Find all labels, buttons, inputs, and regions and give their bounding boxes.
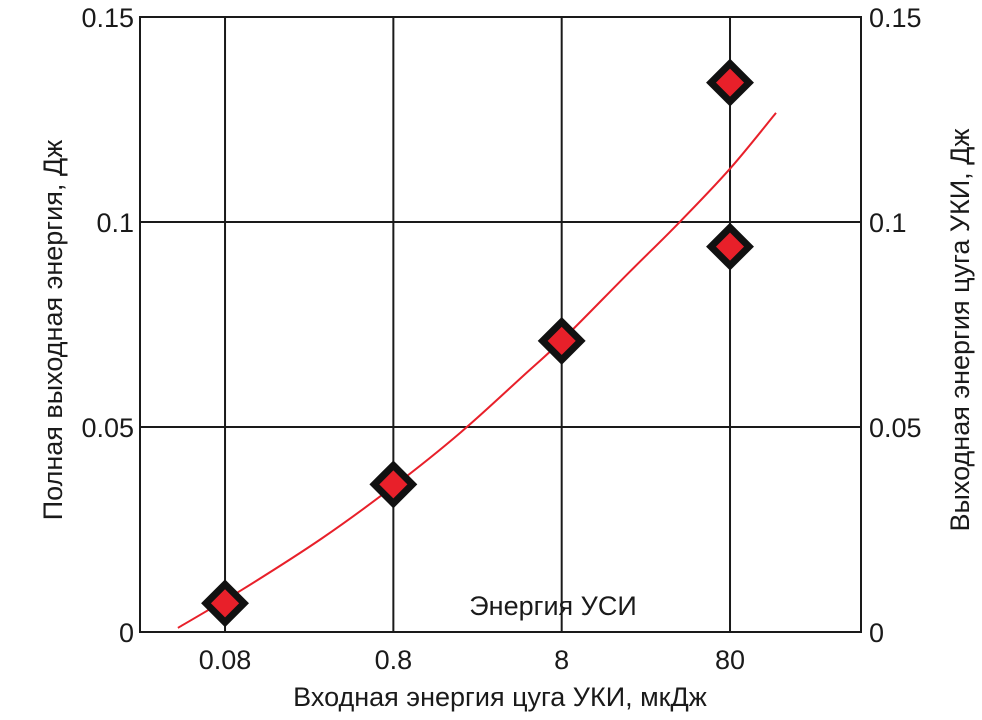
tick-layer: 0.08 0.8 8 80 0 0 0.05 0.05 0.1 0.1 0.15 0.15 <box>81 3 921 675</box>
x-tick-label: 0.08 <box>199 645 252 675</box>
y-axis-title-left: Полная выходная энергия, Дж <box>38 140 68 520</box>
plot-frame <box>139 16 862 633</box>
data-point-diamond <box>369 460 418 509</box>
y-tick-label-left: 0.05 <box>81 413 134 443</box>
y-tick-label-right: 0.15 <box>869 3 922 33</box>
data-point-diamond <box>201 579 249 628</box>
y-tick-label-left: 0.1 <box>96 208 134 238</box>
y-tick-label-left: 0.15 <box>81 3 134 33</box>
data-point-diamond <box>706 58 754 107</box>
x-tick-label: 0.8 <box>375 645 413 675</box>
data-point-diamond <box>706 222 754 271</box>
y-axis-title-right: Выходная энергия цуга УКИ, Дж <box>945 129 975 532</box>
y-tick-label-right: 0.1 <box>869 208 907 238</box>
annotation-label: Энергия УСИ <box>469 591 636 621</box>
fit-curve <box>177 112 777 629</box>
marker-layer <box>201 58 754 628</box>
y-tick-label-right: 0 <box>869 618 884 648</box>
x-tick-label: 80 <box>715 645 745 675</box>
x-axis-title: Входная энергия цуга УКИ, мкДж <box>293 682 707 712</box>
y-tick-label-right: 0.05 <box>869 413 922 443</box>
x-tick-label: 8 <box>554 645 569 675</box>
y-tick-label-left: 0 <box>119 618 134 648</box>
plot-background <box>140 17 861 632</box>
curve-layer <box>177 112 777 629</box>
data-point-diamond <box>537 316 586 365</box>
